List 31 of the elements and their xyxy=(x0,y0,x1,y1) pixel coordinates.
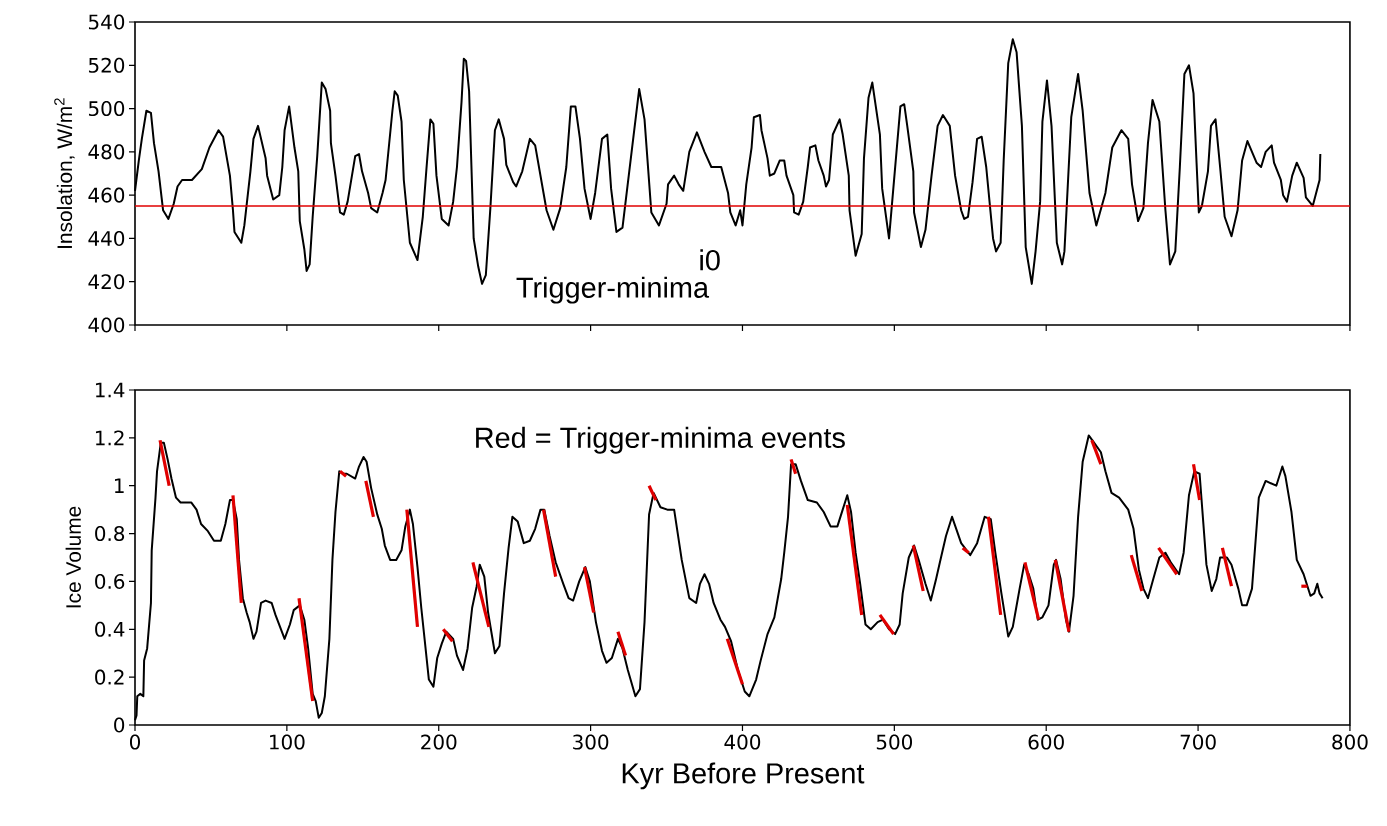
y-tick-label: 1.4 xyxy=(95,382,125,398)
x-tick-label: 500 xyxy=(876,734,913,750)
y-tick-label: 540 xyxy=(88,14,125,30)
y-axis-title: Ice Volume xyxy=(65,506,81,608)
y-tick-label: 0.8 xyxy=(95,526,125,542)
y-tick-label: 1 xyxy=(114,478,124,493)
y-tick-label: 420 xyxy=(88,274,125,290)
y-tick-label: 400 xyxy=(88,317,125,333)
x-tick-label: 200 xyxy=(421,734,457,750)
x-tick-label: 300 xyxy=(573,734,609,750)
x-tick-label: 800 xyxy=(1332,734,1368,750)
y-tick-label: 440 xyxy=(88,230,125,246)
x-tick-label: 700 xyxy=(1180,734,1216,750)
y-tick-label: 0.4 xyxy=(95,621,125,637)
y-tick-label: 500 xyxy=(88,101,125,117)
annotation: Trigger-minima xyxy=(516,276,710,304)
x-tick-label: 0 xyxy=(129,734,141,750)
x-axis-title: Kyr Before Present xyxy=(622,762,865,790)
ref-line-label: i0 xyxy=(700,249,720,271)
x-tick-label: 100 xyxy=(270,734,305,750)
x-tick-label: 600 xyxy=(1028,734,1064,750)
y-tick-label: 460 xyxy=(88,187,125,203)
y-tick-label: 0.6 xyxy=(95,573,125,589)
y-axis-title: Insolation, W/m$^{2}$ xyxy=(54,98,75,248)
x-tick-label: 400 xyxy=(724,734,761,750)
annotation: Red = Trigger-minima events xyxy=(476,426,845,454)
y-tick-label: 480 xyxy=(88,144,125,160)
y-tick-label: 520 xyxy=(88,57,125,73)
y-tick-label: 1.2 xyxy=(95,430,124,446)
y-tick-label: 0 xyxy=(114,717,125,733)
y-tick-label: 0.2 xyxy=(95,669,124,685)
